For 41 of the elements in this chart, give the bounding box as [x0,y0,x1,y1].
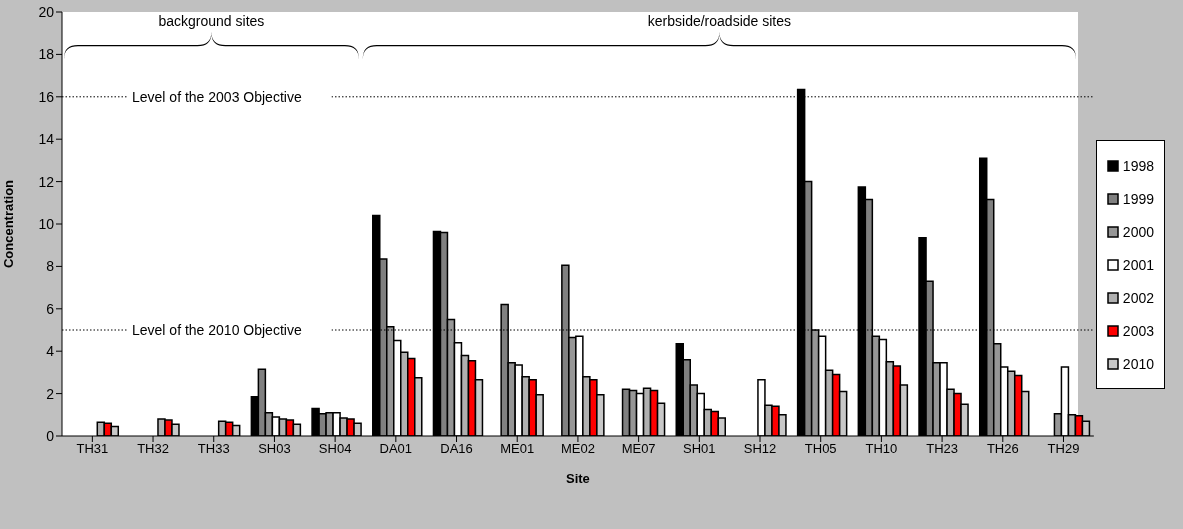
x-tick-label: SH01 [683,441,716,457]
x-tick-label: ME01 [500,441,535,457]
y-tick-label: 2 [46,385,55,402]
legend-label: 2003 [1122,322,1154,339]
legend-label: 2010 [1122,355,1154,372]
y-tick-label: 20 [38,3,55,20]
x-tick-label: TH32 [137,441,169,457]
x-tick-label: TH31 [76,441,109,457]
legend-label: 2000 [1122,223,1154,240]
x-tick-label: TH05 [804,441,837,457]
x-tick-label: DA16 [440,441,473,457]
x-tick-label: TH26 [986,441,1019,457]
ref-line-label: Level of the 2010 Objective [132,322,302,338]
ref-line-label: Level of the 2003 Objective [132,88,302,105]
x-tick-label: TH10 [865,441,898,457]
x-tick-label: TH23 [926,441,958,457]
y-tick-label: 18 [38,46,55,63]
legend-label: 1998 [1122,157,1154,174]
y-tick-label: 16 [38,88,55,105]
x-tick-label: SH03 [258,441,291,457]
y-axis-title: Concentration [0,179,16,269]
x-tick-label: TH33 [197,441,230,457]
x-tick-label: SH04 [318,441,352,457]
y-tick-label: 14 [38,131,55,148]
x-tick-label: ME07 [621,441,656,457]
y-tick-label: 4 [46,343,55,360]
y-tick-label: 12 [38,173,55,190]
x-tick-label: DA01 [379,441,413,457]
x-tick-label: SH12 [743,441,777,457]
x-tick-label: TH29 [1047,441,1080,457]
legend-label: 2002 [1122,289,1154,306]
annotation: kerbside/roadside sites [647,13,792,29]
legend-label: 2001 [1122,256,1154,273]
y-tick-label: 0 [46,427,55,444]
y-tick-label: 8 [46,258,55,275]
x-axis-title: Site [566,471,590,486]
y-tick-label: 6 [46,300,55,317]
legend-label: 1999 [1122,190,1154,207]
annotation: background sites [158,13,265,29]
x-tick-label: ME02 [560,441,595,457]
y-tick-label: 10 [38,215,55,232]
